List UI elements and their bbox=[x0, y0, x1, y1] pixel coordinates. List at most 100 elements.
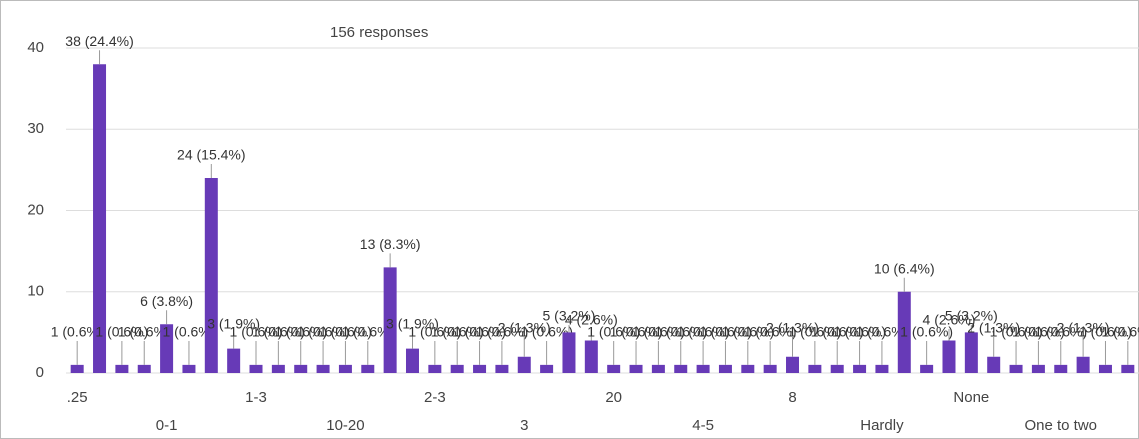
bar bbox=[204, 178, 218, 373]
x-tick-label: 8 bbox=[788, 389, 796, 406]
value-label: 1 (0.6%) bbox=[677, 324, 730, 340]
value-label: 1 (0.6%) bbox=[654, 324, 707, 340]
value-label: 38 (24.4%) bbox=[65, 33, 133, 49]
value-label: 1 (0.6%) bbox=[990, 324, 1043, 340]
x-tick-label: Hardly bbox=[860, 417, 904, 434]
value-label: 1 (0.6%) bbox=[855, 324, 908, 340]
x-tick-label: 2-3 bbox=[424, 389, 446, 406]
value-label: 1 (0.6%) bbox=[900, 324, 953, 340]
value-label: 4 (2.6%) bbox=[923, 312, 976, 328]
value-label: 1 (0.6%) bbox=[699, 324, 752, 340]
bar bbox=[316, 364, 330, 373]
bar bbox=[160, 324, 174, 373]
bar bbox=[383, 267, 397, 373]
bar bbox=[1031, 364, 1045, 373]
value-label: 1 (0.6%) bbox=[431, 324, 484, 340]
y-tick-label: 30 bbox=[27, 120, 44, 137]
bar bbox=[271, 364, 285, 373]
bar bbox=[562, 332, 576, 373]
bar bbox=[875, 364, 889, 373]
bar bbox=[629, 364, 643, 373]
bar bbox=[964, 332, 978, 373]
value-label: 1 (0.6%) bbox=[587, 324, 640, 340]
value-label: 13 (8.3%) bbox=[360, 236, 421, 252]
value-label: 1 (0.6%) bbox=[341, 324, 394, 340]
value-label: 1 (0.6%) bbox=[51, 324, 104, 340]
value-label: 1 (0.6%) bbox=[230, 324, 283, 340]
bar bbox=[987, 356, 1001, 373]
bar bbox=[786, 356, 800, 373]
value-label: 1 (0.6%) bbox=[721, 324, 774, 340]
x-tick-label: 10-20 bbox=[326, 417, 364, 434]
bar bbox=[294, 364, 308, 373]
bar bbox=[517, 356, 531, 373]
x-tick-label: .25 bbox=[67, 389, 88, 406]
x-tick-label: 3 bbox=[520, 417, 528, 434]
value-label: 1 (0.6%) bbox=[520, 324, 573, 340]
value-label: 3 (1.9%) bbox=[386, 316, 439, 332]
value-label: 1 (0.6%) bbox=[252, 324, 305, 340]
value-label: 2 (1.3%) bbox=[1057, 320, 1110, 336]
bar bbox=[830, 364, 844, 373]
value-label: 2 (1.3%) bbox=[766, 320, 819, 336]
value-label: 1 (0.6%) bbox=[811, 324, 864, 340]
bar bbox=[495, 364, 509, 373]
value-label: 1 (0.6%) bbox=[274, 324, 327, 340]
value-label: 6 (3.8%) bbox=[140, 293, 193, 309]
bar bbox=[93, 64, 107, 373]
bar bbox=[1076, 356, 1090, 373]
bar bbox=[718, 364, 732, 373]
bar bbox=[405, 348, 419, 373]
value-label: 1 (0.6%) bbox=[833, 324, 886, 340]
bar bbox=[763, 364, 777, 373]
x-tick-label: 20 bbox=[605, 389, 622, 406]
bar bbox=[1121, 364, 1135, 373]
value-label: 2 (1.3%) bbox=[498, 320, 551, 336]
bar bbox=[137, 364, 151, 373]
value-label: 1 (0.6%) bbox=[408, 324, 461, 340]
value-label: 10 (6.4%) bbox=[874, 260, 935, 276]
bar bbox=[1098, 364, 1112, 373]
bar bbox=[651, 364, 665, 373]
bar bbox=[897, 291, 911, 373]
value-label: 1 (0.6%) bbox=[632, 324, 685, 340]
value-label: 1 (0.6%) bbox=[1012, 324, 1065, 340]
bar bbox=[920, 364, 934, 373]
bar bbox=[674, 364, 688, 373]
value-label: 1 (0.6%) bbox=[1101, 324, 1139, 340]
value-label: 1 (0.6%) bbox=[1079, 324, 1132, 340]
bar bbox=[696, 364, 710, 373]
bar bbox=[1009, 364, 1023, 373]
bar bbox=[741, 364, 755, 373]
bar bbox=[1054, 364, 1068, 373]
bar bbox=[584, 340, 598, 373]
bar bbox=[473, 364, 487, 373]
value-label: 3 (1.9%) bbox=[207, 316, 260, 332]
value-label: 2 (1.3%) bbox=[967, 320, 1020, 336]
bar bbox=[450, 364, 464, 373]
value-label: 1 (0.6%) bbox=[95, 324, 148, 340]
bar bbox=[808, 364, 822, 373]
value-label: 1 (0.6%) bbox=[1034, 324, 1087, 340]
bar bbox=[338, 364, 352, 373]
value-label: 5 (3.2%) bbox=[543, 308, 596, 324]
x-tick-label: One to two bbox=[1024, 417, 1097, 434]
bar bbox=[853, 364, 867, 373]
x-tick-label: 1-3 bbox=[245, 389, 267, 406]
y-tick-label: 40 bbox=[27, 39, 44, 56]
x-tick-label: 4-5 bbox=[692, 417, 714, 434]
value-label: 1 (0.6%) bbox=[453, 324, 506, 340]
value-label: 1 (0.6%) bbox=[297, 324, 350, 340]
value-label: 24 (15.4%) bbox=[177, 147, 245, 163]
bar bbox=[607, 364, 621, 373]
x-tick-label: 0-1 bbox=[156, 417, 178, 434]
value-label: 5 (3.2%) bbox=[945, 308, 998, 324]
bar bbox=[249, 364, 263, 373]
chart-subtitle: 156 responses bbox=[330, 24, 428, 41]
value-label: 1 (0.6%) bbox=[162, 324, 215, 340]
bar bbox=[361, 364, 375, 373]
value-label: 1 (0.6%) bbox=[319, 324, 372, 340]
bar bbox=[942, 340, 956, 373]
